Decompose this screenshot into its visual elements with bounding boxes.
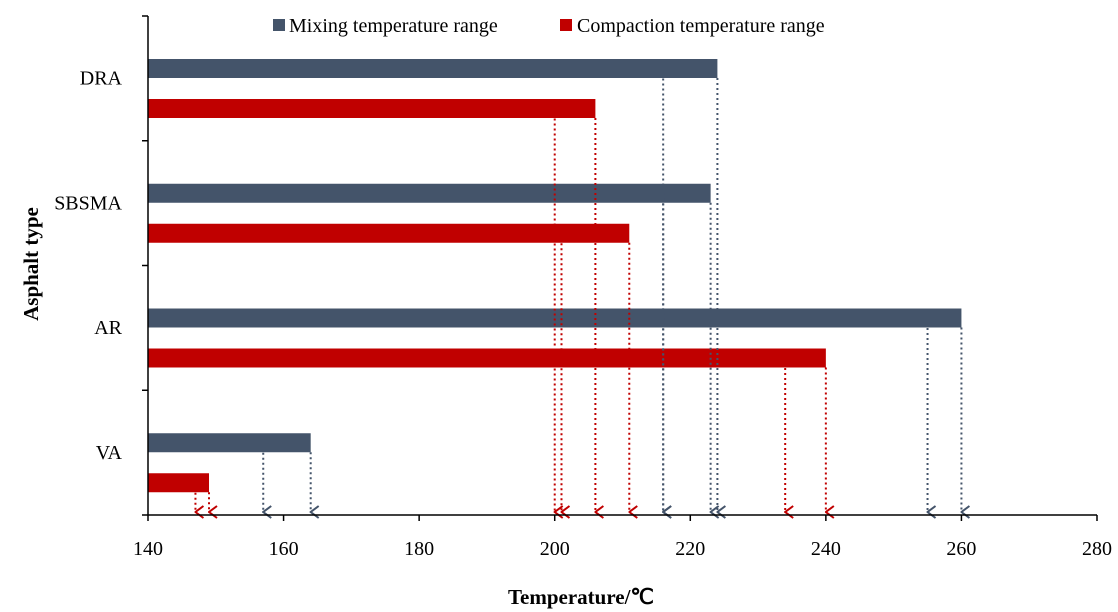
category-label-dra: DRA [80,68,123,90]
bar-compaction-dra [148,99,596,118]
x-tick-label-140: 140 [133,538,163,560]
bars-group [148,59,962,493]
x-tick-label-280: 280 [1082,538,1112,560]
guides-group [194,68,961,513]
x-axis-title: Temperature/℃ [508,585,654,609]
category-label-sbsma: SBSMA [54,192,122,214]
bar-compaction-sbsma [148,223,630,243]
legend-label-mixing: Mixing temperature range [289,15,498,37]
axes-group [142,15,1098,521]
legend-label-compaction: Compaction temperature range [577,15,825,37]
x-tick-label-220: 220 [675,538,705,560]
category-label-va: VA [96,442,123,464]
x-tick-label-260: 260 [946,538,976,560]
bar-mixing-dra [148,59,718,78]
legend-swatch-mixing [273,19,285,31]
bar-compaction-va [148,473,210,493]
legend-swatch-compaction [560,19,572,31]
x-tick-label-160: 160 [269,538,299,560]
bar-mixing-va [148,433,311,453]
category-label-ar: AR [94,317,122,339]
x-tick-label-180: 180 [404,538,434,560]
bar-mixing-sbsma [148,183,711,203]
labels-group: DRA SBSMA AR VA 140 160 180 200 220 240 260 280 Temp… [19,68,1112,609]
legend: Mixing temperature range Compaction tempe… [273,15,825,37]
bar-compaction-ar [148,348,826,368]
y-axis-title: Asphalt type [19,207,43,321]
bar-mixing-ar [148,308,962,328]
x-tick-label-200: 200 [540,538,570,560]
x-tick-label-240: 240 [811,538,841,560]
